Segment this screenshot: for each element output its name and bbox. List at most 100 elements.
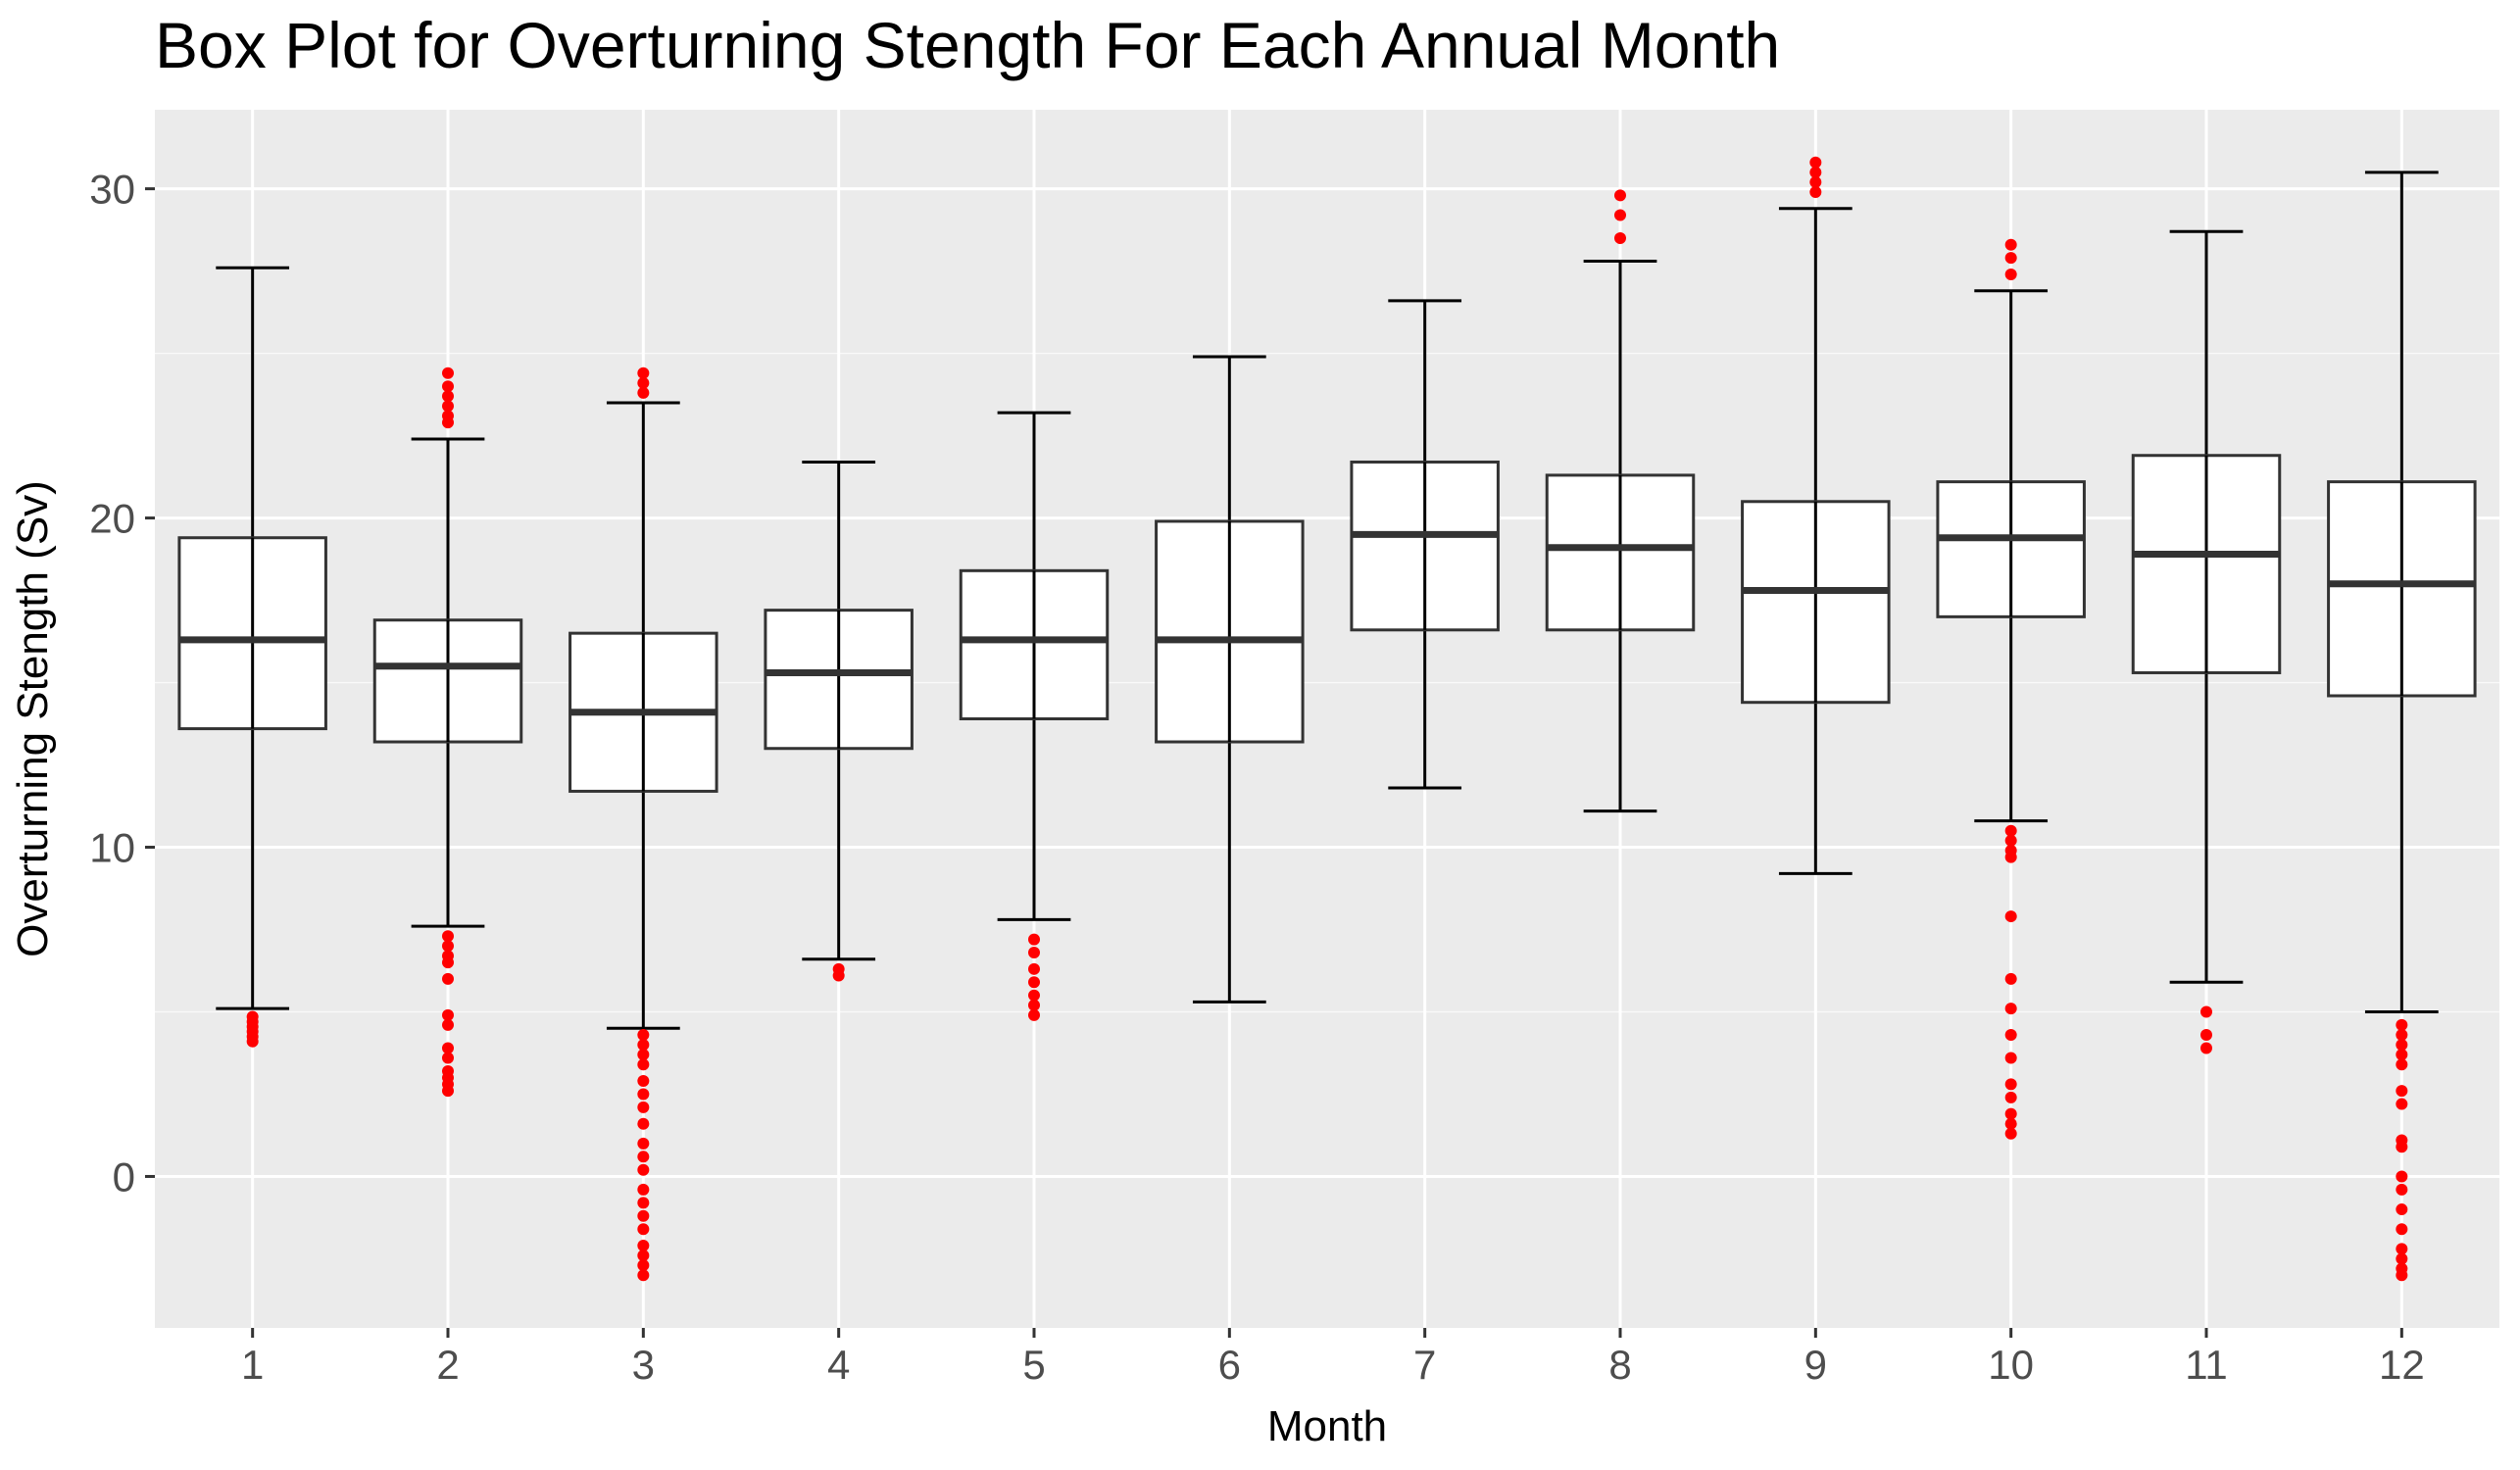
chart-title: Box Plot for Overturning Stength For Eac…	[155, 9, 1781, 81]
outlier-point	[2200, 1029, 2212, 1042]
outlier-point	[442, 416, 454, 429]
outlier-point	[2004, 238, 2017, 251]
outlier-point	[2396, 1058, 2408, 1071]
box-month-1	[177, 266, 327, 1048]
outlier-point	[2004, 824, 2017, 837]
box-month-5	[959, 411, 1110, 1021]
box-month-4	[764, 460, 914, 982]
outlier-point	[637, 1101, 650, 1113]
outlier-point	[2004, 268, 2017, 280]
outlier-point	[442, 380, 454, 393]
outlier-point	[2004, 1003, 2017, 1015]
y-tick-label: 10	[89, 825, 135, 871]
outlier-point	[637, 1075, 650, 1088]
x-tick-label: 7	[1413, 1342, 1436, 1388]
x-tick-label: 10	[1988, 1342, 2034, 1388]
outlier-point	[2200, 1005, 2212, 1018]
outlier-point	[2396, 1223, 2408, 1236]
outlier-point	[2004, 252, 2017, 265]
outlier-point	[2004, 1107, 2017, 1120]
x-axis: 1 2 3 4 5 6 7 8 9 10 11 12	[241, 1328, 2425, 1388]
outlier-point	[637, 1269, 650, 1282]
outlier-point	[246, 1010, 259, 1023]
box-month-6	[1155, 355, 1305, 1004]
outlier-point	[2396, 1039, 2408, 1052]
outlier-point	[1028, 989, 1040, 1002]
outlier-point	[442, 1052, 454, 1064]
outlier-point	[2004, 910, 2017, 923]
x-tick-label: 1	[241, 1342, 264, 1388]
outlier-point	[637, 386, 650, 399]
outlier-point	[637, 1029, 650, 1042]
outlier-point	[2396, 1269, 2408, 1282]
outlier-point	[1614, 232, 1626, 245]
outlier-point	[637, 1117, 650, 1130]
x-tick-label: 4	[827, 1342, 850, 1388]
box-month-3	[568, 367, 718, 1282]
outlier-point	[637, 1250, 650, 1262]
outlier-point	[442, 400, 454, 413]
outlier-point	[1028, 999, 1040, 1011]
outlier-point	[442, 390, 454, 403]
outlier-point	[2396, 1203, 2408, 1216]
box-month-12	[2327, 171, 2477, 1282]
outlier-point	[2004, 834, 2017, 847]
outlier-point	[1614, 189, 1626, 202]
outlier-point	[442, 367, 454, 379]
x-tick-label: 8	[1608, 1342, 1631, 1388]
outlier-point	[637, 376, 650, 389]
outlier-point	[637, 1209, 650, 1222]
outlier-point	[637, 1240, 650, 1252]
y-axis: 0 10 20 30	[89, 167, 155, 1200]
outlier-point	[442, 1018, 454, 1031]
y-axis-title: Overturning Stength (Sv)	[9, 480, 57, 957]
outlier-point	[2396, 1018, 2408, 1031]
outlier-point	[2396, 1049, 2408, 1061]
outlier-point	[2396, 1029, 2408, 1042]
y-tick-label: 0	[113, 1153, 135, 1200]
x-tick-label: 12	[2379, 1342, 2425, 1388]
outlier-point	[832, 969, 845, 982]
outlier-point	[637, 1151, 650, 1163]
outlier-point	[2004, 1117, 2017, 1130]
outlier-point	[637, 1163, 650, 1176]
outlier-point	[442, 1085, 454, 1098]
outlier-point	[637, 1088, 650, 1101]
outlier-point	[637, 367, 650, 379]
x-tick-label: 11	[2185, 1342, 2228, 1388]
outlier-point	[2004, 851, 2017, 863]
x-axis-title: Month	[1267, 1402, 1387, 1450]
outlier-point	[637, 1197, 650, 1209]
outlier-point	[637, 1058, 650, 1071]
x-tick-label: 6	[1218, 1342, 1241, 1388]
x-tick-label: 9	[1804, 1342, 1827, 1388]
outlier-point	[2200, 1042, 2212, 1054]
outlier-point	[442, 956, 454, 969]
outlier-point	[2004, 1091, 2017, 1103]
outlier-point	[2004, 1078, 2017, 1091]
outlier-point	[442, 1042, 454, 1054]
outlier-point	[637, 1259, 650, 1272]
box-month-11	[2131, 229, 2282, 1054]
x-tick-label: 2	[436, 1342, 459, 1388]
box-month-8	[1545, 189, 1696, 813]
outlier-point	[2004, 1029, 2017, 1042]
outlier-point	[1028, 976, 1040, 989]
outlier-point	[442, 940, 454, 953]
outlier-point	[1028, 962, 1040, 975]
outlier-point	[1028, 1008, 1040, 1021]
outlier-point	[637, 1183, 650, 1196]
outlier-point	[1028, 947, 1040, 959]
outlier-point	[2396, 1252, 2408, 1265]
outlier-point	[1809, 185, 1822, 198]
box-month-2	[372, 367, 523, 1098]
outlier-point	[2396, 1098, 2408, 1110]
outlier-point	[2396, 1085, 2408, 1098]
outlier-point	[1614, 209, 1626, 221]
x-tick-label: 5	[1022, 1342, 1045, 1388]
outlier-point	[442, 1008, 454, 1021]
x-tick-label: 3	[632, 1342, 655, 1388]
boxes	[177, 156, 2477, 1282]
plot-panel	[155, 110, 2499, 1328]
y-tick-label: 30	[89, 167, 135, 213]
